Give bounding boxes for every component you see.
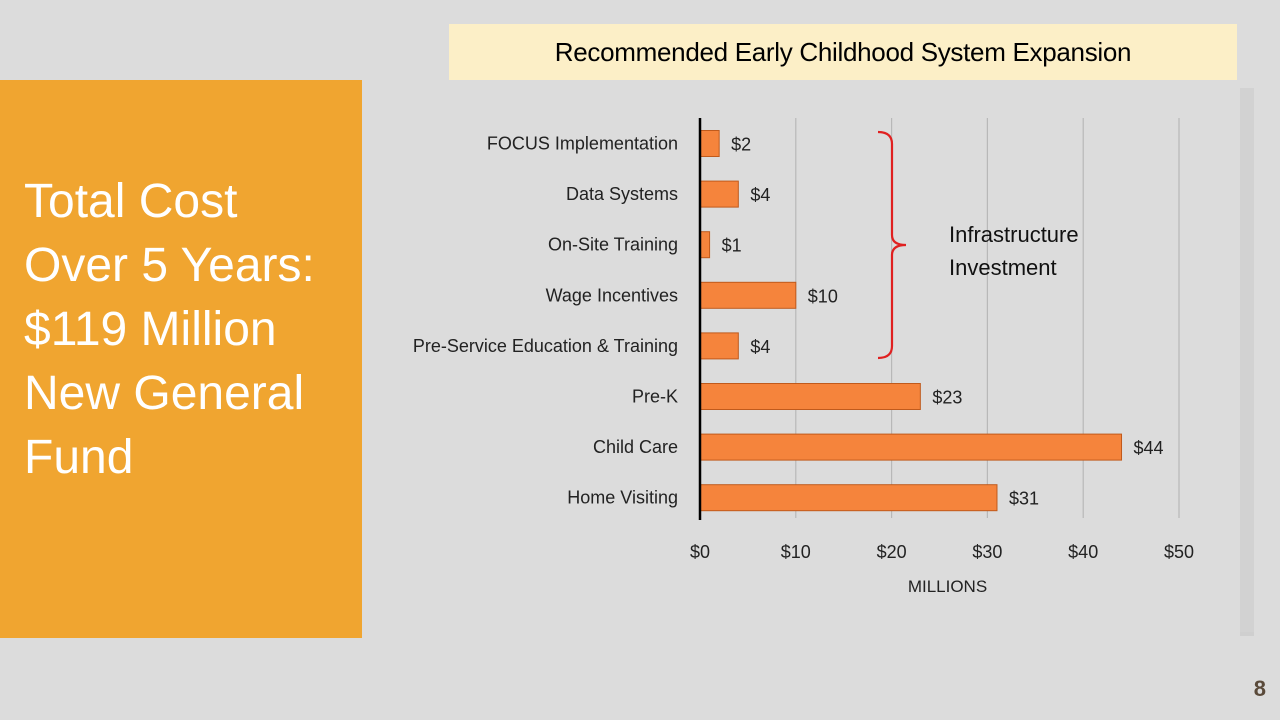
data-label: $23 — [932, 388, 962, 408]
category-label: Pre-Service Education & Training — [413, 336, 678, 356]
bar — [699, 231, 711, 259]
bar — [699, 433, 1123, 461]
category-label: Home Visiting — [567, 488, 678, 508]
data-label: $4 — [750, 337, 770, 357]
infrastructure-brace — [877, 130, 907, 360]
data-label: $1 — [722, 236, 742, 256]
bar — [699, 383, 921, 410]
headline-line: Fund — [24, 431, 134, 484]
data-label: $44 — [1134, 438, 1164, 458]
x-tick-label: $30 — [972, 542, 1002, 562]
annotation-label: Infrastructure — [949, 222, 1079, 247]
headline-line: Total Cost — [24, 175, 238, 228]
bar — [699, 180, 739, 208]
page-number: 8 — [1253, 676, 1266, 701]
category-label: Child Care — [593, 437, 678, 457]
chart-title: Recommended Early Childhood System Expan… — [554, 36, 1132, 67]
total-cost-headline: Total Cost Over 5 Years: $119 Million Ne… — [24, 170, 354, 490]
data-label: $31 — [1009, 489, 1039, 509]
data-label: $2 — [731, 135, 751, 155]
category-label: FOCUS Implementation — [487, 134, 678, 154]
headline-line: New General — [24, 367, 305, 420]
x-axis-label: MILLIONS — [908, 577, 987, 596]
headline-line: Over 5 Years: — [24, 239, 315, 292]
cost-summary-panel — [0, 80, 362, 638]
chart-title-box: Recommended Early Childhood System Expan… — [449, 24, 1237, 80]
bar-chart: $0 $10 $20 $30 $40 $50 MILLIONS FOCUS Implement… — [413, 118, 1194, 596]
bar — [699, 281, 797, 309]
x-tick-label: $0 — [690, 542, 710, 562]
headline-line: $119 Million — [24, 303, 277, 356]
data-label: $4 — [750, 185, 770, 205]
data-label: $10 — [808, 286, 838, 306]
x-tick-label: $10 — [781, 542, 811, 562]
category-label: Pre-K — [632, 387, 678, 407]
bar — [699, 332, 739, 360]
category-label: Data Systems — [566, 184, 678, 204]
chart-frame-shadow-bottom — [1240, 632, 1254, 636]
x-tick-label: $40 — [1068, 542, 1098, 562]
x-tick-label: $50 — [1164, 542, 1194, 562]
category-label: Wage Incentives — [546, 285, 678, 305]
bar — [699, 130, 720, 157]
annotation-label: Investment — [949, 255, 1057, 280]
category-label: On-Site Training — [548, 235, 678, 255]
bar — [699, 484, 998, 512]
chart-frame-shadow — [1240, 88, 1254, 634]
x-tick-label: $20 — [877, 542, 907, 562]
